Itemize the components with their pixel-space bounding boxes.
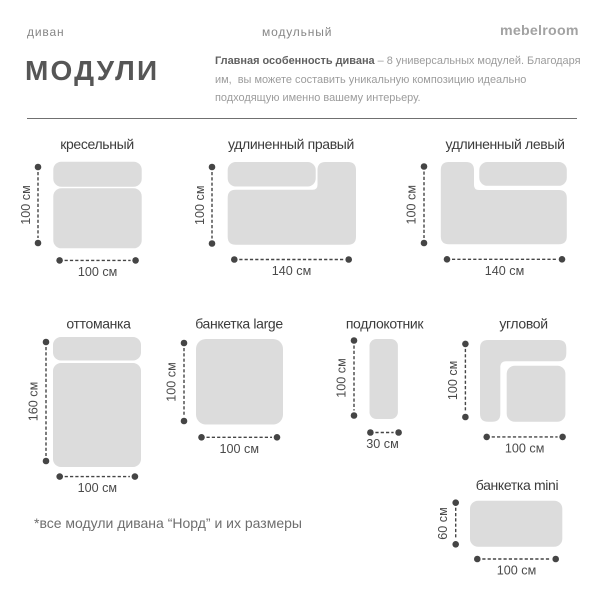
svg-text:100 см: 100 см [78, 481, 117, 495]
svg-text:банкетка mini: банкетка mini [476, 477, 559, 493]
svg-text:140 см: 140 см [272, 264, 311, 278]
svg-text:банкетка large: банкетка large [195, 316, 283, 332]
svg-text:удлиненный правый: удлиненный правый [228, 136, 354, 152]
svg-text:60 см: 60 см [436, 507, 450, 539]
svg-text:100 см: 100 см [334, 358, 348, 397]
svg-text:оттоманка: оттоманка [66, 316, 131, 332]
svg-text:100 см: 100 см [505, 442, 544, 456]
svg-text:100 см: 100 см [220, 442, 259, 456]
svg-text:удлиненный левый: удлиненный левый [445, 136, 564, 152]
svg-text:100 см: 100 см [193, 186, 207, 225]
svg-text:140 см: 140 см [485, 264, 524, 278]
svg-text:кресельный: кресельный [60, 136, 134, 152]
svg-text:100 см: 100 см [164, 362, 178, 401]
svg-text:100 см: 100 см [404, 185, 418, 224]
svg-text:100 см: 100 см [446, 361, 460, 400]
svg-text:100 см: 100 см [497, 564, 536, 578]
svg-text:100 см: 100 см [78, 265, 117, 279]
svg-text:подлокотник: подлокотник [346, 316, 425, 332]
svg-text:160 см: 160 см [26, 382, 40, 421]
svg-text:30 см: 30 см [366, 437, 398, 451]
svg-text:угловой: угловой [499, 316, 547, 332]
svg-text:100 см: 100 см [19, 185, 33, 224]
